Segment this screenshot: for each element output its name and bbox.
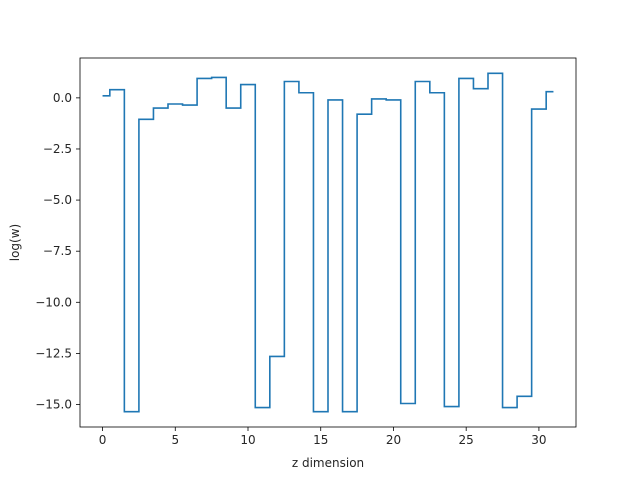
x-axis-label: z dimension (292, 456, 364, 470)
x-tick-label: 15 (313, 433, 328, 447)
x-tick-label: 25 (459, 433, 474, 447)
y-tick-label: −5.0 (43, 193, 72, 207)
y-tick-label: −2.5 (43, 142, 72, 156)
x-tick-label: 20 (386, 433, 401, 447)
x-axis: 0 5 10 15 20 25 30 (99, 427, 547, 447)
x-tick-label: 30 (531, 433, 546, 447)
x-tick-label: 5 (171, 433, 179, 447)
y-axis-label: log(w) (8, 224, 22, 261)
y-tick-label: 0.0 (53, 91, 72, 105)
x-tick-label: 0 (99, 433, 107, 447)
series-layer (102, 72, 554, 413)
y-tick-label: −7.5 (43, 244, 72, 258)
y-tick-label: −15.0 (35, 398, 72, 412)
y-tick-label: −12.5 (35, 346, 72, 360)
plot-area (79, 57, 577, 428)
axes-frame (79, 57, 577, 428)
series-line-0 (102, 72, 554, 413)
y-tick-label: −10.0 (35, 295, 72, 309)
y-axis: 0.0 −2.5 −5.0 −7.5 −10.0 −12.5 −15.0 (35, 91, 80, 412)
x-tick-label: 10 (240, 433, 255, 447)
